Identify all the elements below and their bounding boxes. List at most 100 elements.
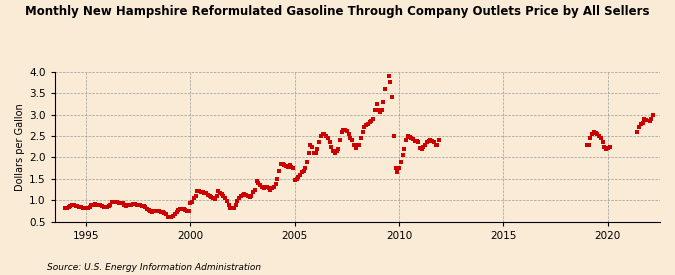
Point [248,189,259,194]
Point [305,142,316,147]
Point [413,140,424,145]
Point [430,142,441,147]
Point [416,147,427,151]
Point [93,203,104,207]
Point [192,189,202,193]
Point [202,193,213,197]
Point [84,205,95,209]
Point [67,203,78,208]
Point [102,205,113,209]
Point [217,192,227,196]
Point [209,197,220,201]
Point [291,177,302,181]
Point [182,209,192,214]
Point [65,204,76,208]
Point [61,206,72,210]
Point [595,136,606,140]
Y-axis label: Dollars per Gallon: Dollars per Gallon [15,103,25,191]
Point [350,146,361,150]
Point [221,199,232,203]
Point [396,160,406,164]
Point [230,203,241,208]
Point [281,164,292,168]
Point [279,163,290,167]
Point [298,169,309,173]
Point [427,139,437,143]
Point [77,205,88,210]
Point [338,127,349,132]
Point [635,122,646,126]
Point [188,196,199,200]
Point [215,190,225,195]
Point [142,207,153,211]
Point [151,208,161,213]
Point [357,130,368,134]
Point [148,209,159,213]
Point [277,162,288,166]
Point [122,203,133,208]
Point [258,186,269,191]
Point [344,132,354,136]
Point [404,135,415,139]
Point [362,122,373,126]
Point [296,170,307,175]
Point [371,102,382,106]
Point [327,149,338,153]
Point [329,151,340,155]
Point [130,202,140,206]
Point [411,139,422,143]
Point [300,166,310,170]
Point [105,202,116,207]
Point [190,194,201,198]
Point [159,211,170,215]
Point [303,151,314,155]
Point [634,124,645,129]
Point [180,208,190,212]
Point [390,166,401,170]
Point [246,194,256,198]
Point [321,134,331,138]
Point [422,140,433,145]
Point [70,204,81,208]
Point [647,112,658,117]
Point [324,140,335,145]
Point [206,195,217,199]
Point [360,123,371,128]
Point [124,203,135,208]
Point [265,187,276,192]
Point [302,160,313,164]
Point [166,214,177,219]
Point [119,202,130,207]
Point [253,181,264,185]
Point [220,196,231,200]
Point [251,179,262,183]
Point [199,190,210,195]
Point [187,200,198,205]
Point [82,205,93,210]
Point [644,119,655,123]
Point [380,87,391,91]
Point [274,169,285,173]
Point [200,191,211,196]
Point [163,214,173,219]
Point [197,189,208,194]
Point [95,203,105,208]
Point [418,145,429,149]
Point [213,189,223,193]
Point [117,201,128,205]
Point [184,209,194,214]
Point [589,130,599,134]
Point [599,145,610,149]
Point [315,134,326,138]
Point [175,207,186,211]
Point [368,117,379,121]
Point [74,205,84,209]
Point [290,178,300,182]
Point [408,137,418,142]
Point [262,184,273,189]
Point [115,201,126,205]
Point [161,212,171,216]
Point [249,187,260,192]
Point [241,193,252,197]
Point [308,151,319,155]
